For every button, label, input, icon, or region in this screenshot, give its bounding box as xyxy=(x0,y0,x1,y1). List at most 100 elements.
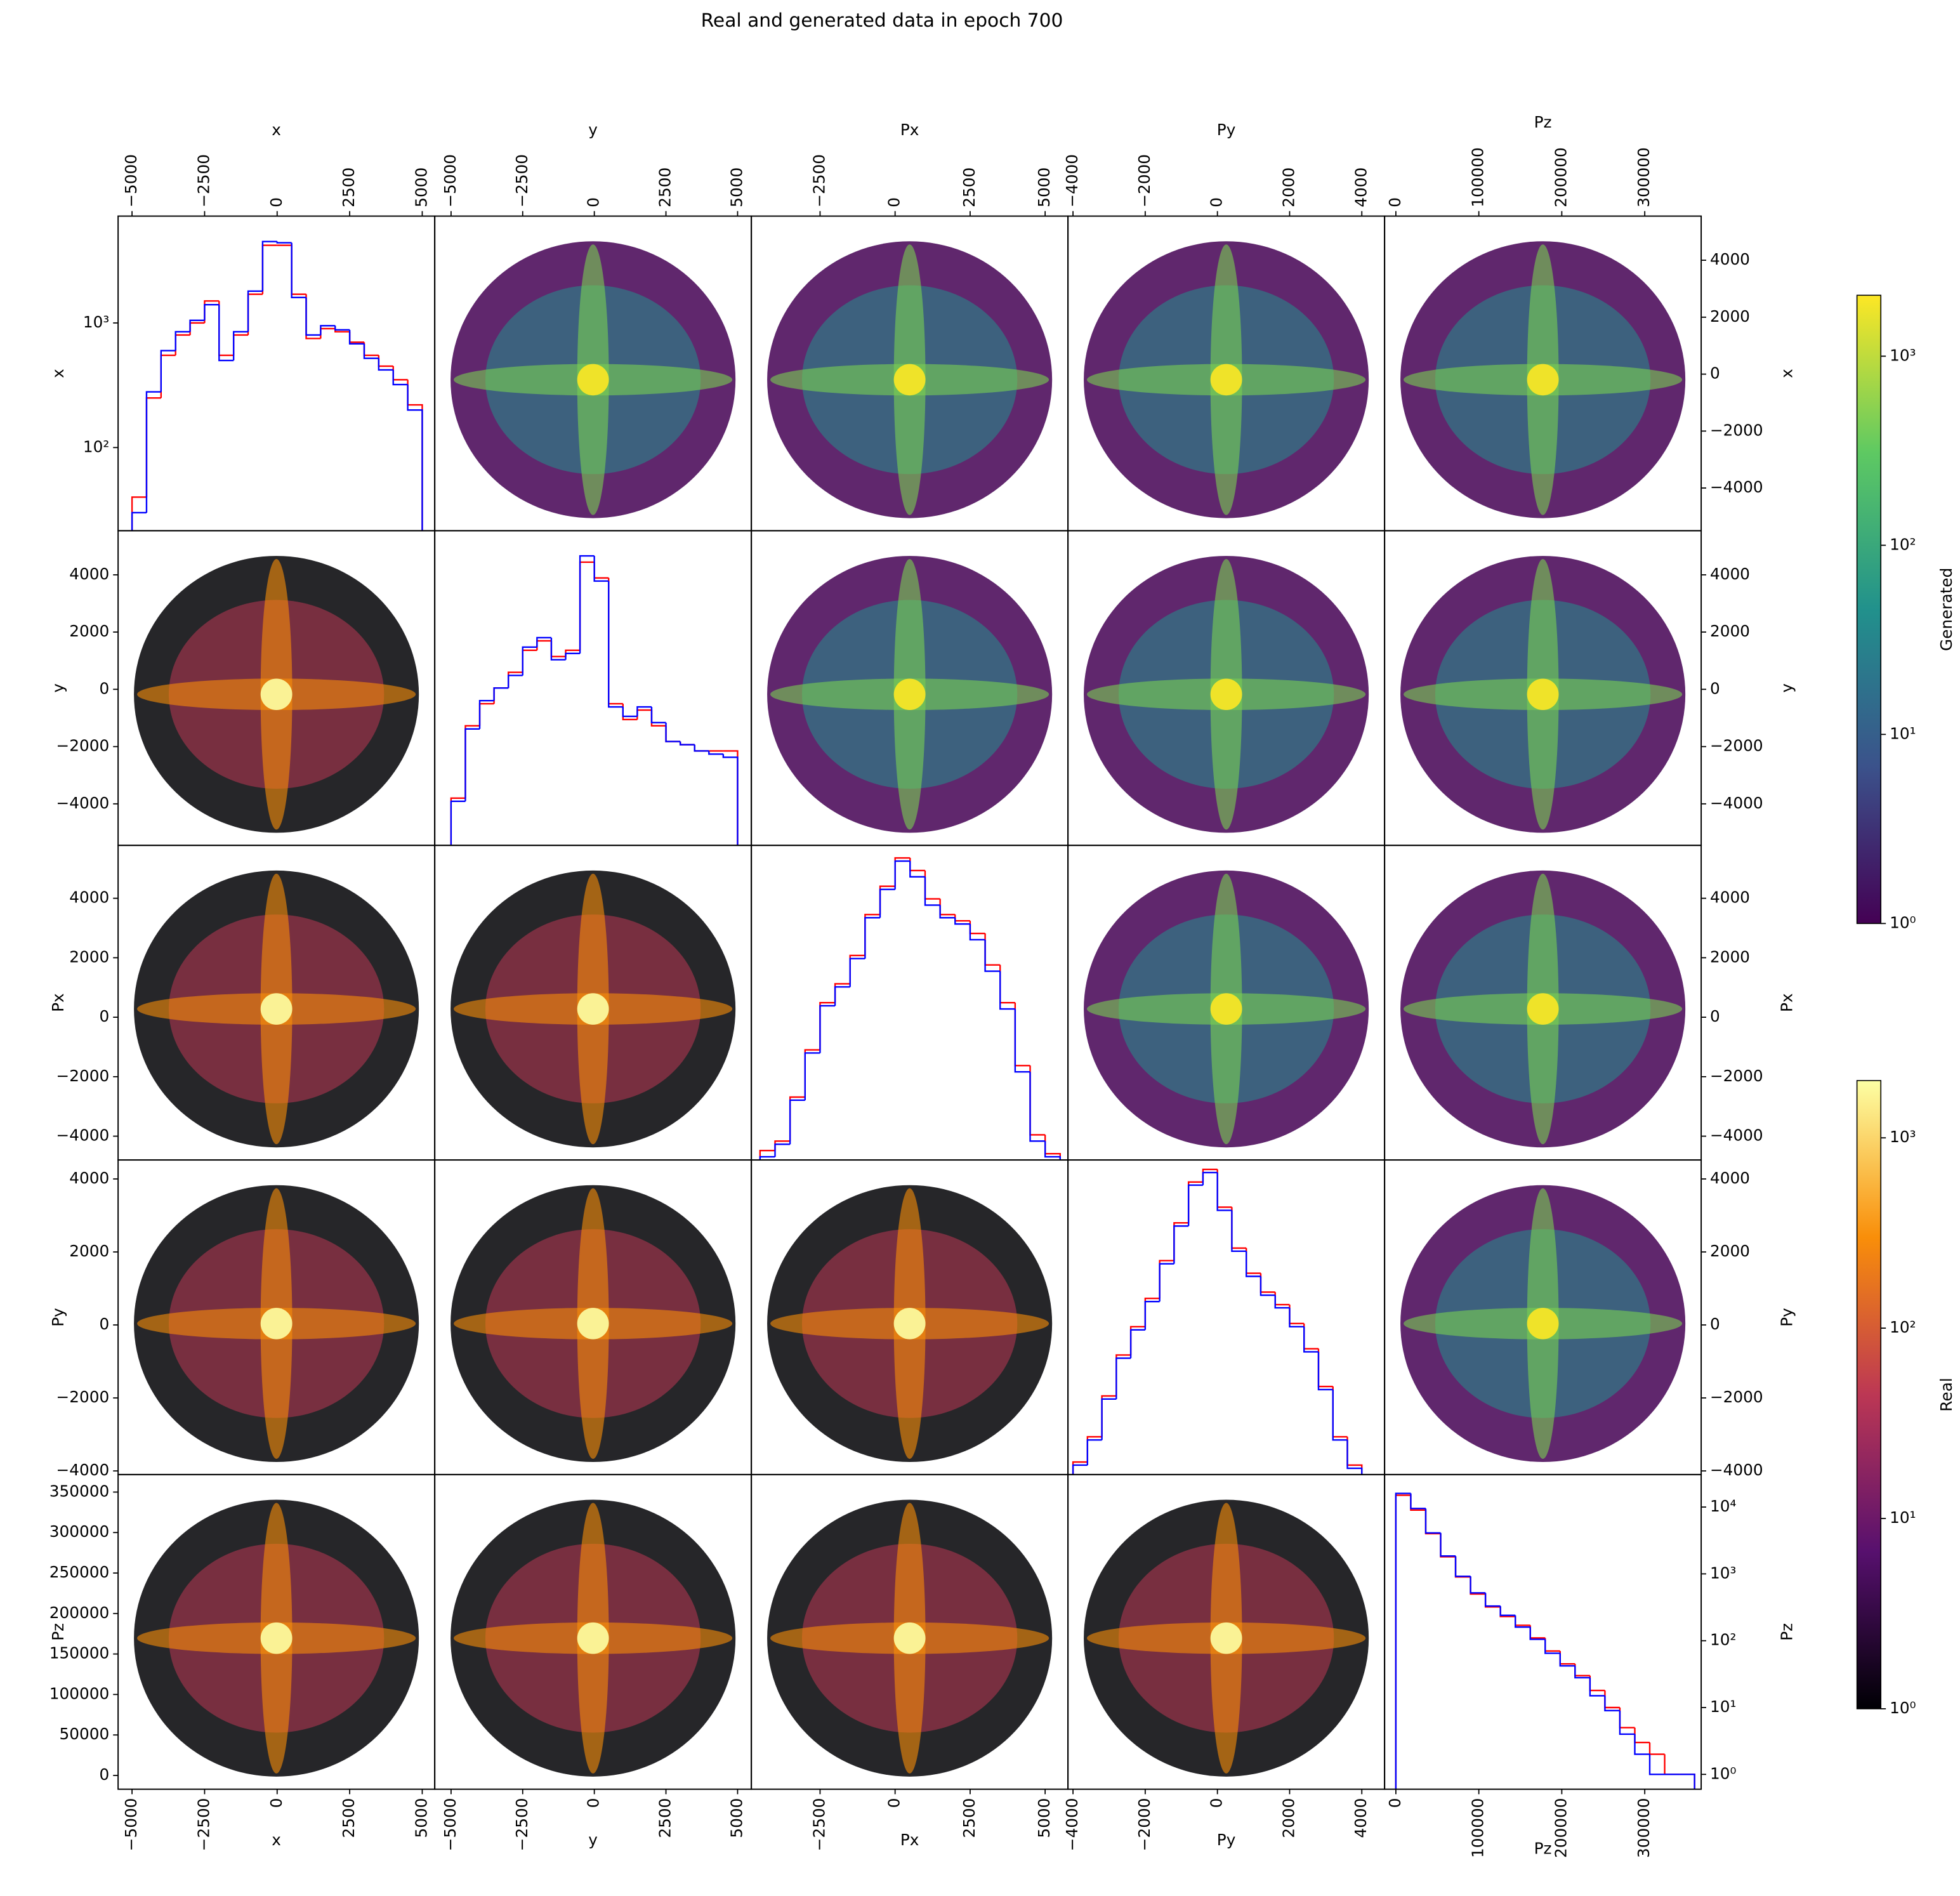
histogram-step xyxy=(593,556,609,582)
y-tick-label: 4000 xyxy=(1710,250,1750,268)
histogram-step xyxy=(636,706,652,716)
histogram-step xyxy=(1245,1251,1261,1277)
panel xyxy=(451,1185,736,1463)
panel xyxy=(767,241,1053,518)
y-tick-label: 10³ xyxy=(83,313,109,331)
histogram-step xyxy=(1173,1225,1189,1264)
x-tick-label: 2500 xyxy=(960,1798,978,1838)
histogram-step xyxy=(261,240,277,291)
y-tick-label: 0 xyxy=(100,1007,110,1025)
y-tick-label: 0 xyxy=(1710,364,1720,383)
histogram-step xyxy=(204,304,220,320)
x-axis-label: Py xyxy=(1217,121,1236,139)
x-tick-label: 300000 xyxy=(1634,147,1653,207)
histogram-step xyxy=(608,581,623,708)
colorbar-tick-label: 10³ xyxy=(1890,346,1916,364)
y-tick-label: 150000 xyxy=(49,1644,109,1662)
histogram-step xyxy=(478,699,494,729)
density-core xyxy=(260,1622,293,1654)
histogram-step xyxy=(493,687,509,701)
y-tick-label: 4000 xyxy=(69,1169,109,1187)
histogram-step xyxy=(464,728,480,801)
x-axis-label: Px xyxy=(900,121,919,139)
histogram-step xyxy=(1410,1493,1426,1510)
y-tick-label: 4000 xyxy=(69,888,109,907)
x-tick-label: 2500 xyxy=(339,168,358,207)
histogram-step xyxy=(789,1099,805,1145)
x-tick-label: 2000 xyxy=(1279,168,1298,207)
density-core xyxy=(1527,678,1559,711)
x-tick-label: 0 xyxy=(1386,197,1404,207)
histogram-step xyxy=(450,800,466,846)
x-axis-label: Py xyxy=(1217,1831,1236,1849)
histogram-step xyxy=(819,1004,836,1053)
y-tick-label: −4000 xyxy=(56,1126,110,1145)
histogram-step xyxy=(1559,1653,1575,1667)
y-tick-label: −2000 xyxy=(56,1388,110,1406)
y-tick-label: 0 xyxy=(100,1765,110,1784)
histogram-step xyxy=(622,707,638,718)
panel xyxy=(1072,1168,1363,1475)
y-tick-label: 4000 xyxy=(69,565,109,583)
panel xyxy=(767,556,1053,833)
y-tick-label: 200000 xyxy=(49,1603,109,1622)
histogram-step xyxy=(1115,1357,1131,1399)
colorbar xyxy=(1856,294,1882,925)
x-tick-label: 5000 xyxy=(1035,168,1053,207)
y-tick-label: −2000 xyxy=(1710,421,1763,439)
x-tick-label: −4000 xyxy=(1063,1798,1081,1852)
y-tick-label: −4000 xyxy=(56,794,110,812)
y-tick-label: 0 xyxy=(1710,1007,1720,1025)
histogram-step xyxy=(849,958,865,987)
panel xyxy=(1084,556,1369,833)
x-tick-label: 5000 xyxy=(727,1798,746,1838)
histogram-step xyxy=(1470,1576,1486,1594)
colorbar-label: Real xyxy=(1937,1378,1956,1411)
histogram-step xyxy=(1619,1710,1635,1735)
colorbar-tick-label: 10⁰ xyxy=(1890,1699,1916,1717)
histogram-step xyxy=(984,939,1001,972)
density-core xyxy=(893,364,926,396)
histogram-step xyxy=(232,331,249,361)
density-core xyxy=(577,993,609,1025)
density-core xyxy=(577,1308,609,1340)
histogram-step xyxy=(1395,1492,1411,1789)
histogram-step xyxy=(305,297,321,336)
histogram-step xyxy=(774,1143,791,1157)
y-tick-label: 350000 xyxy=(49,1482,109,1500)
y-axis-label: Py xyxy=(49,1308,67,1327)
histogram-step xyxy=(536,636,551,647)
histogram-step xyxy=(1303,1326,1319,1353)
y-tick-label: 0 xyxy=(100,1315,110,1333)
x-tick-label: −2500 xyxy=(513,1798,531,1852)
x-tick-label: 5000 xyxy=(412,1798,430,1838)
y-tick-label: 10¹ xyxy=(1710,1697,1736,1716)
x-tick-label: −2500 xyxy=(194,1798,213,1852)
histogram-step xyxy=(665,722,681,742)
panel xyxy=(451,1499,736,1777)
histogram-step xyxy=(1424,1508,1441,1534)
x-tick-label: 300000 xyxy=(1634,1798,1653,1858)
histogram-step xyxy=(708,751,723,755)
histogram-step xyxy=(1086,1439,1102,1465)
histogram-step xyxy=(1044,1141,1061,1161)
histogram-step xyxy=(1634,1734,1650,1755)
x-tick-label: 4000 xyxy=(1352,168,1370,207)
colorbar-tick-label: 10³ xyxy=(1890,1128,1916,1146)
histogram-step xyxy=(392,369,408,386)
histogram-step xyxy=(1604,1695,1620,1712)
y-tick-label: 100000 xyxy=(49,1684,109,1702)
x-axis-label: x xyxy=(272,121,281,139)
y-tick-label: 10³ xyxy=(1710,1564,1736,1582)
histogram-step xyxy=(276,241,292,244)
x-tick-label: −4000 xyxy=(1063,154,1081,207)
y-tick-label: −4000 xyxy=(1710,1126,1763,1145)
histogram-step xyxy=(894,860,911,890)
histogram-step xyxy=(1544,1639,1560,1654)
y-tick-label: 10⁴ xyxy=(1710,1497,1736,1515)
histogram-step xyxy=(1515,1615,1530,1628)
density-core xyxy=(1210,1622,1242,1654)
panel xyxy=(767,1499,1053,1777)
density-core xyxy=(260,678,293,711)
x-tick-label: 0 xyxy=(1207,197,1226,207)
